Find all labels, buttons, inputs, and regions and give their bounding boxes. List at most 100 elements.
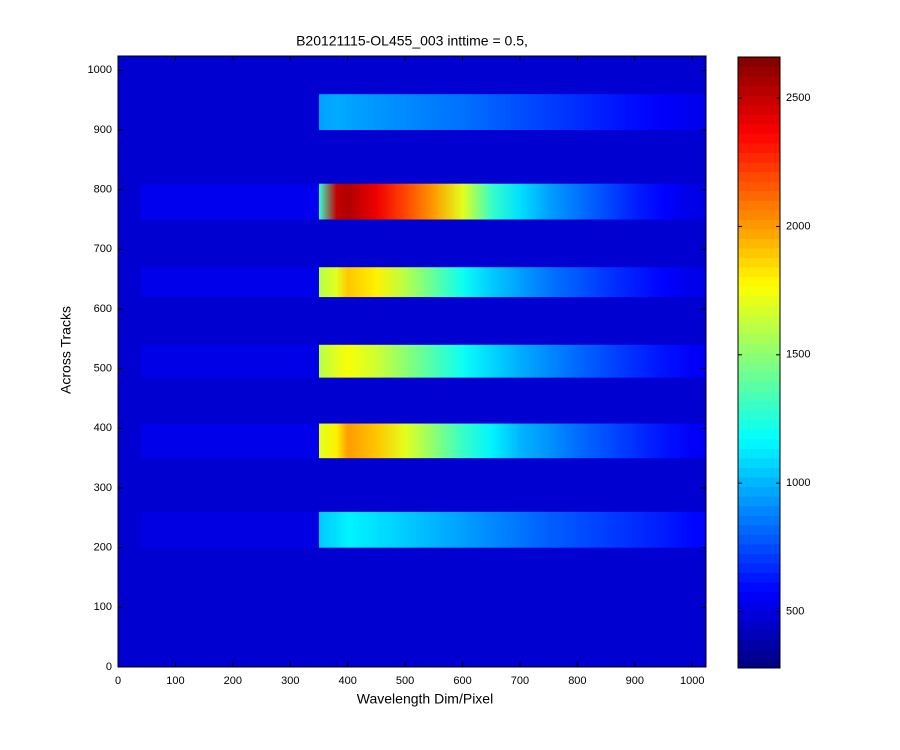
colorbar-swatch [738, 267, 780, 278]
colorbar-swatch [738, 200, 780, 211]
heatmap-cell [606, 511, 636, 548]
heatmap-cell [663, 183, 693, 220]
heatmap-cell [692, 511, 707, 548]
y-tick-label: 300 [94, 482, 112, 494]
y-axis-label: Across Tracks [58, 306, 74, 394]
heatmap-cell [606, 344, 636, 378]
colorbar-swatch [738, 295, 780, 306]
x-tick-label: 1000 [680, 675, 704, 687]
heatmap-cell [634, 423, 665, 459]
heatmap-cell [692, 183, 707, 220]
heatmap-cell [405, 511, 435, 548]
colorbar-swatch [738, 467, 780, 478]
x-tick-label: 500 [396, 675, 414, 687]
colorbar-swatch [738, 610, 780, 621]
colorbar-swatch [738, 238, 780, 249]
heatmap-cell [347, 511, 377, 548]
y-tick-label: 400 [94, 422, 112, 434]
colorbar-swatch [738, 257, 780, 268]
colorbar-swatch [738, 391, 780, 402]
heatmap-cell [376, 94, 406, 130]
colorbar-swatch [738, 477, 780, 488]
colorbar-swatch [738, 181, 780, 192]
colorbar-swatch [738, 162, 780, 173]
heatmap-cell [347, 267, 377, 298]
y-tick-label: 700 [94, 243, 112, 255]
heatmap-cell [336, 511, 349, 548]
y-tick-label: 500 [94, 363, 112, 375]
heatmap-cell [318, 183, 337, 220]
heatmap-cell [433, 344, 464, 378]
heatmap-cell [692, 423, 707, 459]
heatmap-cell [548, 423, 578, 459]
heatmap-cell [548, 511, 578, 548]
colorbar-swatch [738, 524, 780, 535]
chart-title: B20121115-OL455_003 inttime = 0.5, [296, 33, 528, 49]
colorbar-swatch [738, 247, 780, 258]
heatmap-cell [491, 267, 521, 298]
colorbar-swatch [738, 362, 780, 373]
colorbar-swatch [738, 438, 780, 449]
heatmap-cell [491, 344, 521, 378]
heatmap-cell [634, 344, 665, 378]
heatmap-cell [336, 267, 349, 298]
colorbar-swatch [738, 66, 780, 77]
heatmap-cell [140, 183, 320, 220]
heatmap-cell [491, 511, 521, 548]
heatmap-cell [606, 423, 636, 459]
colorbar-swatch [738, 209, 780, 220]
colorbar-frame [737, 56, 781, 669]
colorbar-swatch [738, 276, 780, 287]
heatmap-cell [462, 344, 492, 378]
y-tick-label: 100 [94, 601, 112, 613]
colorbar-swatch [738, 76, 780, 87]
heatmap-cell [548, 267, 578, 298]
heatmap-cell [318, 423, 337, 459]
colorbar-swatch [738, 324, 780, 335]
heatmap-cell [577, 267, 607, 298]
colorbar-swatch [738, 543, 780, 554]
heatmap-cell [663, 94, 693, 130]
colorbar-swatch [738, 572, 780, 583]
heatmap-cell [692, 267, 707, 298]
heatmap-cell [318, 511, 337, 548]
colorbar-swatch [738, 448, 780, 459]
heatmap-cell [336, 344, 349, 378]
heatmap-cell [519, 511, 550, 548]
heatmap-cell [577, 183, 607, 220]
heatmap-cell [663, 344, 693, 378]
colorbar-swatch [738, 114, 780, 125]
colorbar-swatch [738, 562, 780, 574]
colorbar-swatch [738, 496, 780, 507]
heatmap-cell [462, 183, 492, 220]
heatmap-cell [606, 267, 636, 298]
colorbar-swatch [738, 123, 780, 134]
heatmap-cell [634, 183, 665, 220]
heatmap-cell [376, 423, 406, 459]
colorbar-swatch [738, 171, 780, 182]
colorbar-swatch [738, 372, 780, 383]
heatmap-cell [405, 423, 435, 459]
y-tick-label: 0 [106, 661, 112, 673]
heatmap-cell [462, 511, 492, 548]
y-tick-label: 600 [94, 303, 112, 315]
heatmap-cell [577, 344, 607, 378]
heatmap-cell [577, 94, 607, 130]
colorbar-swatch [738, 629, 780, 640]
heatmap-cell [491, 183, 521, 220]
heatmap-cell [405, 344, 435, 378]
heatmap-cell [347, 94, 377, 130]
x-tick-label: 300 [281, 675, 299, 687]
heatmap-cell [405, 94, 435, 130]
colorbar-swatch [738, 658, 780, 669]
heatmap-cell [433, 183, 464, 220]
colorbar-swatch [738, 381, 780, 392]
x-tick-label: 0 [115, 675, 121, 687]
x-tick-label: 900 [626, 675, 644, 687]
heatmap-cell [336, 183, 349, 220]
colorbar-swatch [738, 333, 780, 344]
colorbar-swatch [738, 286, 780, 297]
colorbar-swatch [738, 85, 780, 96]
colorbar-swatch [738, 582, 780, 593]
